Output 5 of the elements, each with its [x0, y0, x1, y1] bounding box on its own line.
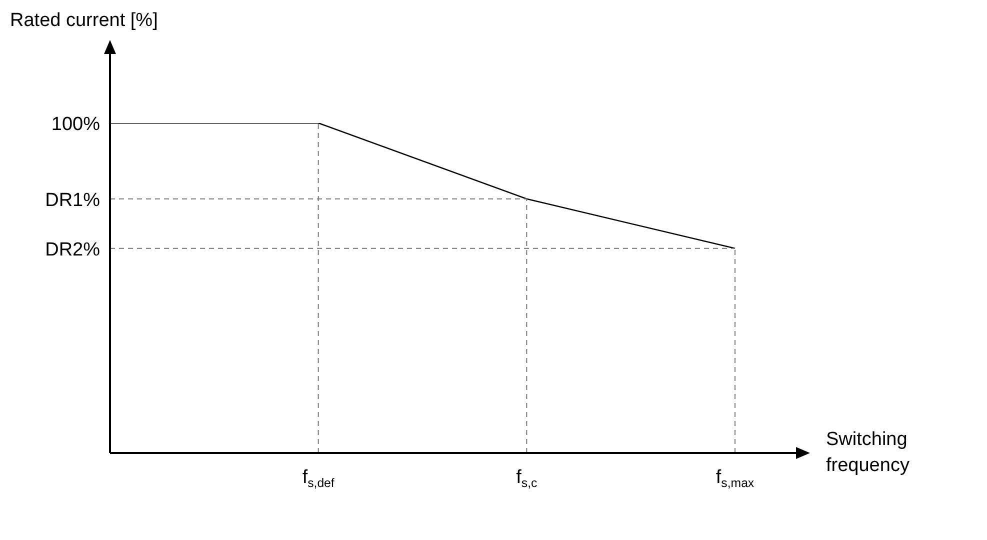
y-axis-title: Rated current [%] — [10, 10, 158, 31]
ref-line-label: DR1% — [45, 190, 100, 211]
ref-line-label: DR2% — [45, 239, 100, 260]
text: 100% — [51, 114, 100, 135]
x-axis-title: Switching frequency — [826, 429, 910, 476]
